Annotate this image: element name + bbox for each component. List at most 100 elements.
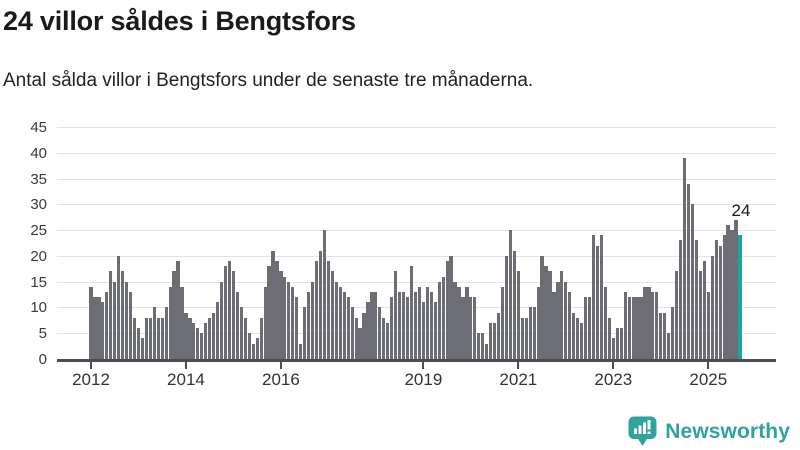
gridline [57,230,776,232]
bar [647,286,651,359]
bar [255,338,259,359]
bar [227,261,232,359]
bar [686,183,691,359]
bar [528,307,532,359]
bar [386,322,390,359]
bar [136,328,141,359]
bar [461,297,465,359]
bar [125,281,129,359]
bar [247,333,251,359]
bar [607,317,611,359]
bar [473,297,477,359]
x-axis-tick [612,362,615,369]
x-axis-tick-label: 2023 [594,370,633,389]
bar [417,286,422,359]
bar [489,322,493,359]
x-axis-tick [90,362,92,369]
bar [425,286,429,359]
x-axis-tick-label: 2025 [689,370,728,389]
bar [140,338,145,359]
bar [504,255,509,359]
bar [500,286,505,359]
bar [627,297,631,359]
bar [516,271,520,359]
bar [350,307,354,359]
brand-name: Newsworthy [665,419,790,443]
bar [639,297,643,359]
last-value-annotation: 24 [731,201,751,220]
bar [144,317,148,359]
bar [493,322,497,359]
bar [445,261,449,359]
bar [694,240,698,359]
bar [251,343,255,359]
bar [89,286,93,359]
bar [429,291,433,359]
bar [714,240,718,359]
bar [540,255,544,359]
bar [552,291,556,359]
bar [532,307,536,359]
bar [587,297,592,359]
x-axis-tick-label: 2021 [499,370,538,389]
bar [603,286,607,359]
bar [196,328,200,359]
bar [398,291,402,359]
bar [591,235,596,359]
bar [556,281,560,359]
bar [160,317,164,359]
x-axis-tick-label: 2016 [262,370,300,389]
bar [548,271,552,359]
bar [295,297,299,359]
bar [192,322,196,359]
bar [235,291,239,359]
bar [512,250,516,359]
bar [508,230,513,359]
bar [204,322,208,359]
bar [366,302,370,359]
bar [576,317,580,359]
newsworthy-logo[interactable]: Newsworthy [628,416,790,447]
bar [631,297,635,359]
bar [330,271,334,359]
bar [659,312,663,359]
bar [156,317,160,359]
bar [318,250,323,359]
bar [239,307,243,359]
bar [271,250,275,359]
x-axis-tick [279,362,282,369]
bar [651,291,655,359]
bar [334,281,338,359]
bar [421,302,425,359]
bar [690,204,695,359]
bar [457,286,461,359]
bar [164,307,168,359]
bar [148,317,152,359]
bar [184,312,188,359]
bar [675,271,679,359]
bar [584,297,588,359]
bar [176,261,180,359]
chart-title: 24 villor såldes i Bengtsfors [3,6,356,36]
x-axis-tick [184,362,187,369]
bar [283,276,287,359]
y-axis-tick-label: 45 [30,118,47,136]
y-axis-tick-label: 40 [30,144,47,162]
gridline [57,255,776,257]
bar [734,219,738,359]
bar [152,307,156,359]
bar [599,235,604,359]
bar [310,281,315,359]
bar [520,317,524,359]
bar [128,291,133,359]
bar [722,235,726,359]
bar [362,312,366,359]
gridline [57,152,776,154]
x-axis-tick [707,362,710,369]
x-axis-tick-label: 2012 [72,370,110,389]
bar [390,297,394,359]
bar [279,271,283,359]
bar [216,302,220,359]
bar [303,307,307,359]
